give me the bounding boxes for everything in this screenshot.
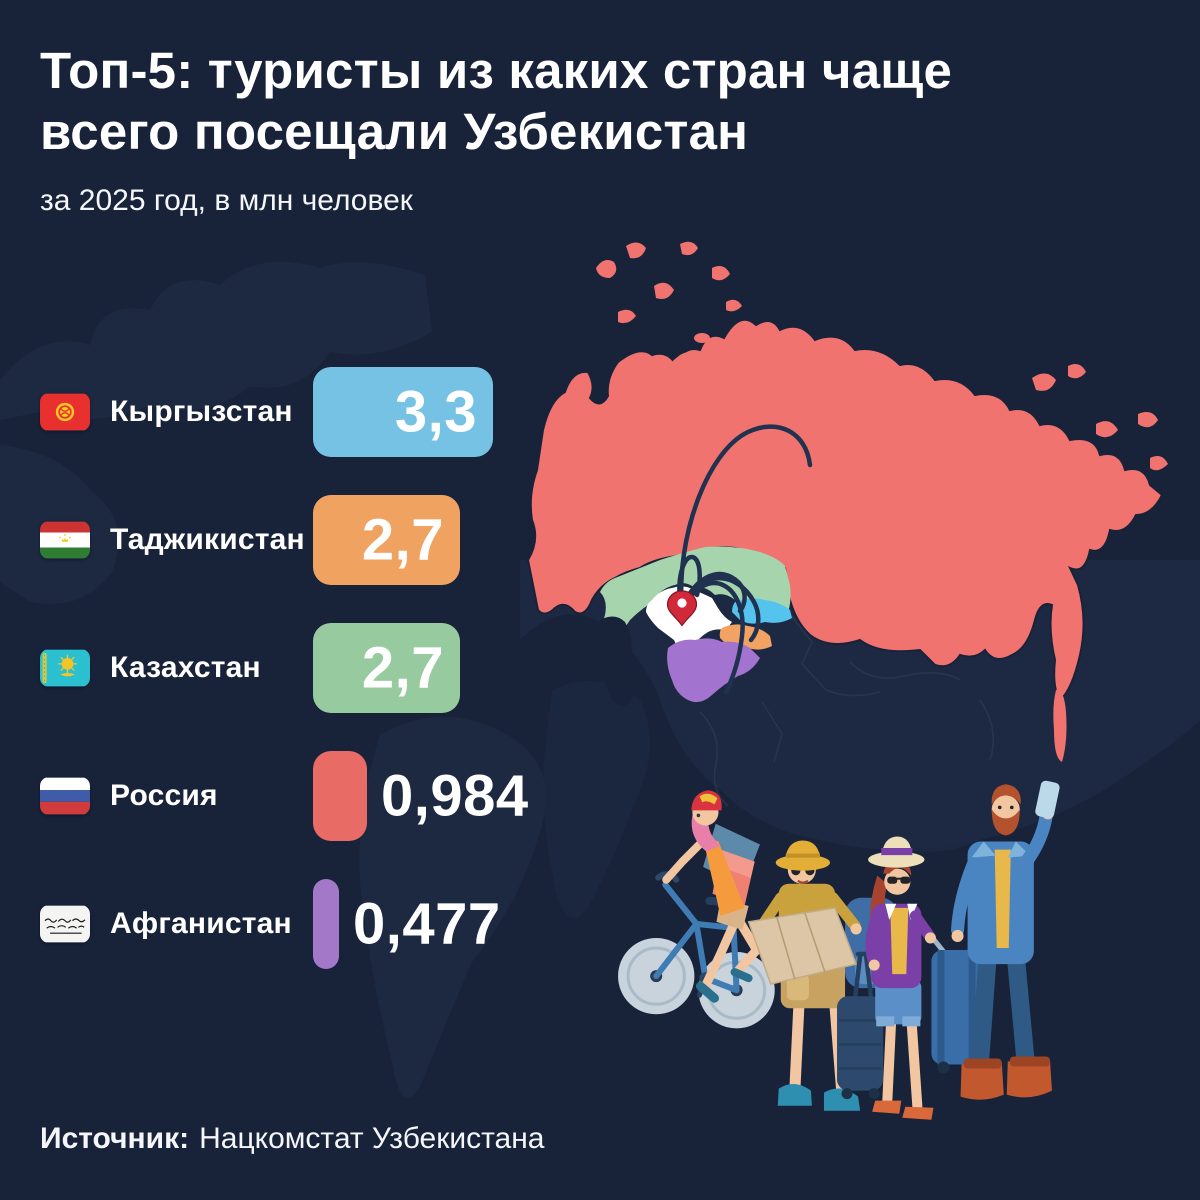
page-title: Топ-5: туристы из каких стран чаще всего… xyxy=(40,42,953,161)
bar-row-russia: Россия 0,984 xyxy=(40,751,680,841)
map-russia-islands xyxy=(596,241,1168,762)
small-suitcase xyxy=(837,951,884,1100)
selfie-man xyxy=(951,780,1060,1100)
pink-hair xyxy=(691,815,721,852)
bar-value: 2,7 xyxy=(361,507,444,573)
hair xyxy=(991,784,1021,805)
map-boy xyxy=(747,840,862,1111)
route-afghanistan xyxy=(679,580,745,695)
cyclist-woman xyxy=(662,790,763,1003)
caspian-sea xyxy=(598,616,635,706)
bar-value: 2,7 xyxy=(361,635,444,701)
flag-kazakhstan-icon xyxy=(40,649,90,687)
route-russia xyxy=(679,424,813,611)
country-label: Таджикистан xyxy=(110,523,305,556)
sandal xyxy=(872,1100,902,1114)
country-borders xyxy=(699,613,995,807)
bar-row-kazakhstan: Казахстан 2,7 xyxy=(40,623,680,713)
bar-russia: 0,984 xyxy=(313,751,528,841)
route-tajikistan xyxy=(679,576,761,643)
source-line: Источник: Нацкомстат Узбекистана xyxy=(40,1122,544,1156)
page-subtitle: за 2025 год, в млн человек xyxy=(40,184,413,218)
bar-chart: Кыргызстан 3,3 Таджикистан 2,7 xyxy=(40,367,680,1007)
map-kyrgyzstan xyxy=(732,598,792,624)
bar-kazakhstan: 2,7 xyxy=(313,623,460,713)
bar-value: 3,3 xyxy=(394,379,477,445)
flag-russia-icon xyxy=(40,777,90,815)
country-label: Афганистан xyxy=(110,907,292,940)
bar-row-tajikistan: Таджикистан 2,7 xyxy=(40,495,680,585)
phone xyxy=(1035,780,1060,819)
source-label: Источник: xyxy=(40,1122,190,1155)
country-label: Казахстан xyxy=(110,651,261,684)
map-kazakhstan xyxy=(600,546,791,638)
tourists-illustration xyxy=(618,780,1060,1120)
location-pin-icon xyxy=(666,590,698,627)
bar-row-kyrgyzstan: Кыргызстан 3,3 xyxy=(40,367,680,457)
bar-afghanistan: 0,477 xyxy=(313,879,500,969)
sandal xyxy=(902,1106,934,1120)
boot xyxy=(960,1061,1004,1100)
bar-value: 0,984 xyxy=(381,763,529,829)
paper-map xyxy=(747,906,858,986)
boot xyxy=(1006,1059,1052,1098)
country-label: Кыргызстан xyxy=(110,395,293,428)
bar-kyrgyzstan: 3,3 xyxy=(313,367,493,457)
flag-tajikistan-icon xyxy=(40,521,90,559)
bar-value: 0,477 xyxy=(353,891,501,957)
flag-afghanistan-icon xyxy=(40,905,90,943)
sneaker xyxy=(777,1084,812,1106)
beard xyxy=(991,809,1020,836)
route-arcs xyxy=(677,424,813,695)
bar-tajikistan: 2,7 xyxy=(313,495,460,585)
country-label: Россия xyxy=(110,779,218,812)
big-suitcase xyxy=(926,931,982,1074)
bicycle xyxy=(618,871,775,1029)
bar-row-afghanistan: Афганистан 0,477 xyxy=(40,879,680,969)
flag-kyrgyzstan-icon xyxy=(40,393,90,431)
woman-tourist xyxy=(865,836,936,1120)
source-name: Нацкомстат Узбекистана xyxy=(199,1122,545,1155)
